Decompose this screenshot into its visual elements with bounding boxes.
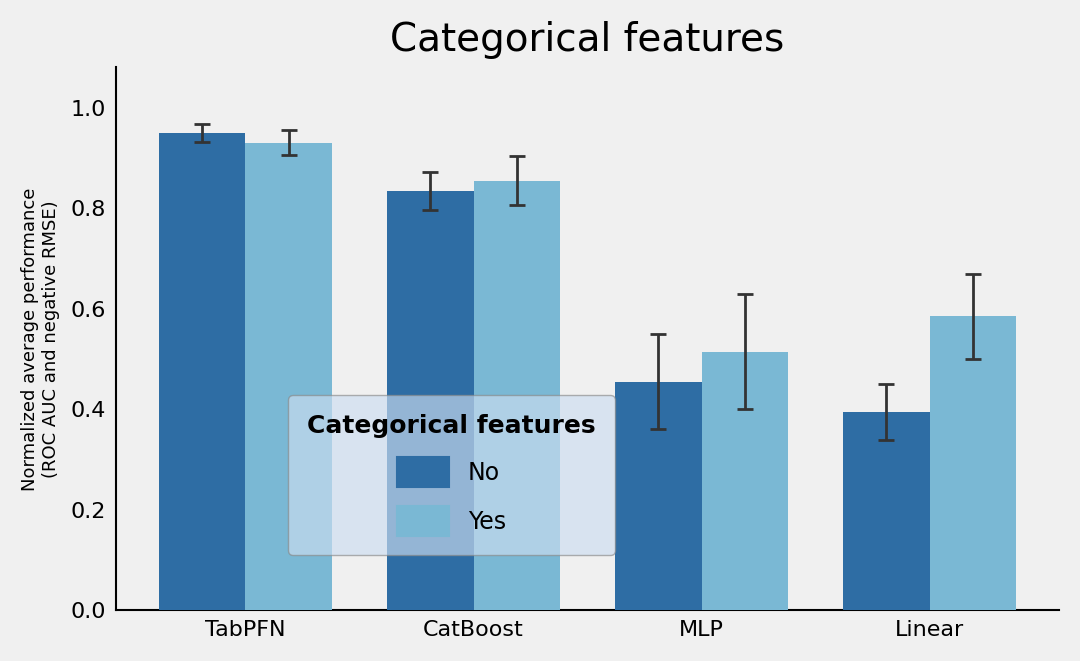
Title: Categorical features: Categorical features	[391, 21, 785, 59]
Bar	[843, 412, 930, 611]
Bar	[702, 352, 788, 611]
Y-axis label: Normalized average performance
(ROC AUC and negative RMSE): Normalized average performance (ROC AUC …	[21, 187, 59, 490]
Bar	[930, 317, 1016, 611]
Bar	[615, 381, 702, 611]
Bar	[473, 180, 561, 611]
Legend: No, Yes: No, Yes	[288, 395, 615, 555]
Bar	[159, 133, 245, 611]
Bar	[245, 143, 333, 611]
Bar	[387, 190, 473, 611]
